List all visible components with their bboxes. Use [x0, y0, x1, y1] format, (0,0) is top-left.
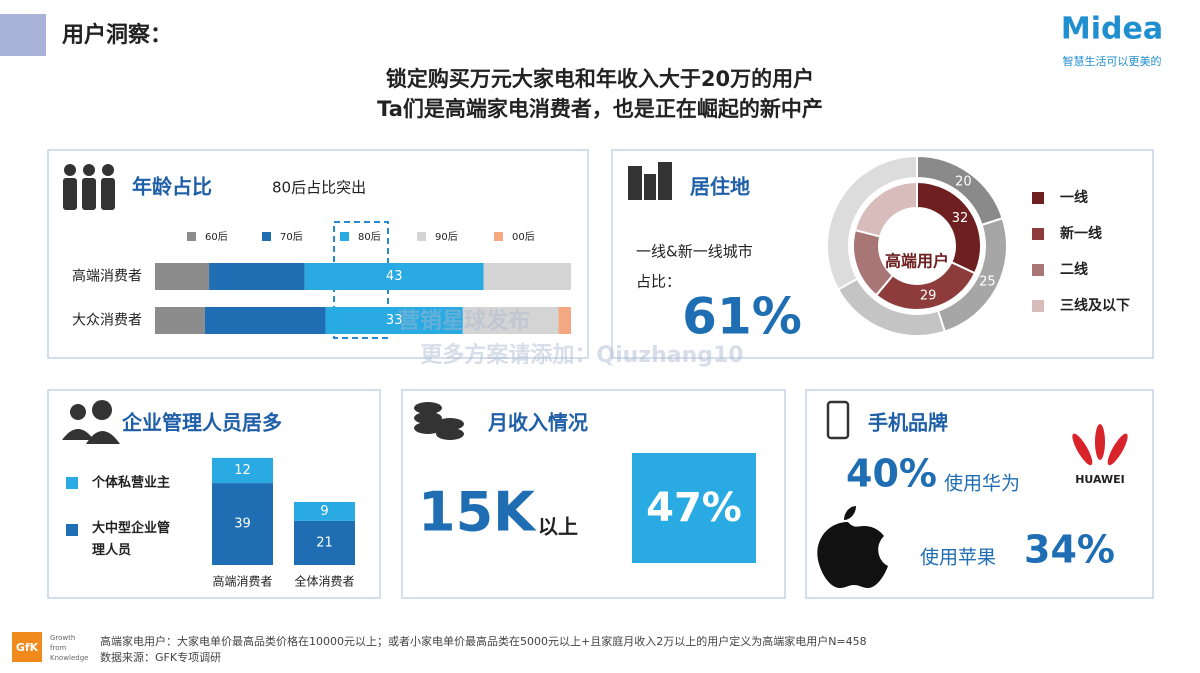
category-label: 全体消费者 — [294, 574, 354, 589]
bar-segment — [209, 263, 305, 290]
legend-swatch — [340, 232, 349, 241]
column-segment — [294, 502, 355, 521]
legend-label: 90后 — [435, 231, 458, 243]
gfk-tagline: Knowledge — [50, 654, 88, 662]
coins-icon — [414, 402, 464, 440]
legend-label: 一线 — [1060, 189, 1088, 206]
legend-label: 二线 — [1060, 261, 1088, 278]
bar-segment — [462, 307, 559, 334]
gfk-logo: GfK — [16, 641, 39, 654]
data-label: 12 — [234, 463, 251, 478]
data-label: 9 — [320, 504, 328, 519]
category-label: 高端消费者 — [72, 268, 142, 285]
gfk-tagline: Growth — [50, 634, 75, 642]
legend-swatch — [1032, 264, 1044, 276]
bar-segment — [325, 307, 463, 334]
panel-title: 月收入情况 — [487, 411, 588, 435]
manager-icon — [62, 400, 120, 444]
category-label: 高端消费者 — [212, 574, 272, 589]
legend-swatch — [1032, 300, 1044, 312]
brand-logo: Midea — [1061, 12, 1163, 47]
panel-title: 年龄占比 — [132, 175, 212, 199]
data-label: 39 — [234, 517, 251, 532]
legend-swatch — [1032, 192, 1044, 204]
income-box — [632, 453, 756, 563]
apple-share: 34% — [1024, 528, 1115, 572]
residence-share: 61% — [682, 288, 802, 346]
residence-text: 一线&新一线城市 — [636, 243, 753, 261]
headline: Ta们是高端家电消费者，也是正在崛起的新中产 — [377, 97, 823, 121]
people-icon — [63, 164, 115, 210]
legend-label: 80后 — [358, 231, 381, 243]
legend-label: 大中型企业管理人员 — [92, 520, 170, 558]
huawei-logo: HUAWEI — [1075, 473, 1125, 486]
footnote: 数据来源：GFK专项调研 — [100, 650, 221, 664]
bar-segment — [483, 263, 571, 290]
donut-center-label: 高端用户 — [885, 252, 949, 271]
bar-segment — [204, 307, 326, 334]
header-bar — [0, 14, 46, 56]
column-segment — [212, 483, 273, 565]
donut-segment — [916, 180, 982, 275]
data-label: 29 — [920, 288, 937, 303]
legend-label: 60后 — [205, 231, 228, 243]
data-label: 25 — [979, 274, 996, 289]
bar-segment — [558, 307, 571, 334]
bar-segment — [155, 307, 205, 334]
watermark: 营销星球发布 — [398, 308, 530, 334]
age-note: 80后占比突出 — [272, 179, 366, 197]
bar-segment — [304, 263, 484, 290]
panel-title: 企业管理人员居多 — [121, 411, 282, 435]
phone-icon — [826, 400, 850, 440]
data-label: 20 — [955, 175, 972, 190]
legend-swatch — [66, 524, 78, 536]
column-segment — [294, 520, 355, 565]
legend-swatch — [1032, 228, 1044, 240]
donut-segment — [853, 180, 918, 238]
donut-segment — [826, 154, 918, 291]
legend-label: 三线及以下 — [1060, 297, 1130, 314]
huawei-text: 使用华为 — [944, 473, 1020, 495]
data-label: 32 — [952, 211, 969, 226]
income-amount: 15K — [418, 481, 537, 544]
category-label: 大众消费者 — [72, 313, 142, 329]
legend-label: 个体私营业主 — [91, 475, 170, 491]
huawei-logo-mark — [1072, 424, 1128, 466]
income-share: 47% — [646, 485, 742, 531]
huawei-share: 40% — [846, 452, 937, 496]
headline: 锁定购买万元大家电和年收入大于20万的用户 — [386, 67, 814, 91]
bar-segment — [155, 263, 210, 290]
legend-swatch — [187, 232, 196, 241]
data-label: 43 — [386, 269, 403, 284]
residence-text: 占比： — [636, 273, 681, 291]
data-label: 33 — [386, 313, 403, 328]
apple-text: 使用苹果 — [920, 547, 996, 569]
legend-swatch — [66, 477, 78, 489]
apple-logo — [817, 506, 888, 588]
legend-label: 新一线 — [1060, 225, 1102, 242]
panel-title: 居住地 — [690, 175, 750, 199]
page-title: 用户洞察： — [62, 22, 172, 48]
legend-swatch — [494, 232, 503, 241]
watermark: 更多方案请添加：Qiuzhang10 — [420, 342, 743, 368]
legend-swatch — [262, 232, 271, 241]
footnote: 高端家电用户：大家电单价最高品类价格在10000元以上；或者小家电单价最高品类在… — [100, 634, 867, 648]
building-icon — [628, 162, 672, 200]
legend-label: 70后 — [280, 231, 303, 243]
gfk-logo-box — [12, 632, 42, 662]
panel-title: 手机品牌 — [868, 411, 948, 435]
income-suffix: 以上 — [538, 515, 578, 539]
column-segment — [212, 457, 273, 484]
gfk-tagline: from — [50, 644, 66, 652]
legend-label: 00后 — [512, 231, 535, 243]
brand-slogan: 智慧生活可以更美的 — [1063, 54, 1162, 68]
data-label: 21 — [316, 535, 333, 550]
legend-swatch — [417, 232, 426, 241]
